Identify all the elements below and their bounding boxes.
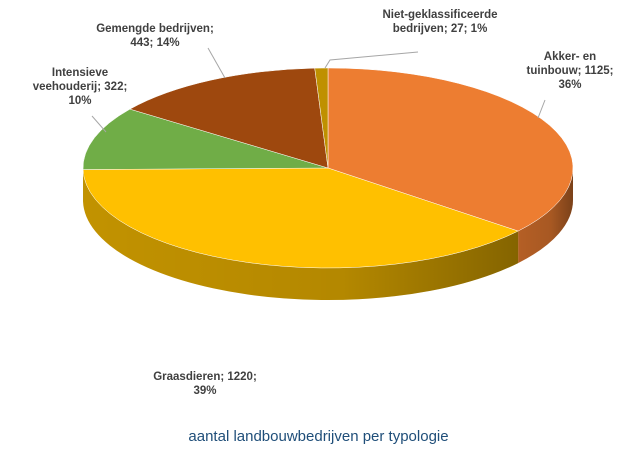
category-label: Niet-geklassificeerde bedrijven — [382, 9, 498, 35]
slice — [82, 167, 519, 269]
category-label: Gemengde bedrijven — [96, 23, 210, 35]
data-label: Niet-geklassificeerde bedrijven; 27; 1% — [370, 8, 510, 36]
slice-side-shade — [83, 169, 519, 300]
slice — [314, 67, 329, 169]
data-label: Gemengde bedrijven; 443; 14% — [95, 22, 215, 50]
slice — [129, 67, 329, 169]
leader-line — [91, 115, 107, 133]
value-label: ; 27; 1% — [443, 23, 488, 35]
value-label: ; 1125; 36% — [558, 65, 614, 91]
slice — [327, 67, 574, 232]
value-label: ; 322; 10% — [68, 81, 128, 107]
data-label: Akker- en tuinbouw; 1125; 36% — [520, 50, 620, 92]
value-label: ; 443; 14% — [130, 23, 214, 49]
slice-side-shade — [518, 168, 573, 264]
value-label: ; 1220; 39% — [193, 371, 257, 397]
category-label: Akker- en tuinbouw — [526, 51, 597, 77]
data-label: Graasdieren; 1220; 39% — [150, 370, 260, 398]
leader-line — [537, 99, 546, 119]
leader-line — [207, 47, 226, 79]
category-label: Graasdieren — [153, 371, 221, 383]
category-label: Intensieve veehouderij — [32, 67, 109, 93]
slice — [82, 108, 329, 170]
leader-line — [324, 51, 419, 69]
data-label: Intensieve veehouderij; 322; 10% — [30, 66, 130, 108]
chart-title: aantal landbouwbedrijven per typologie — [188, 428, 449, 445]
